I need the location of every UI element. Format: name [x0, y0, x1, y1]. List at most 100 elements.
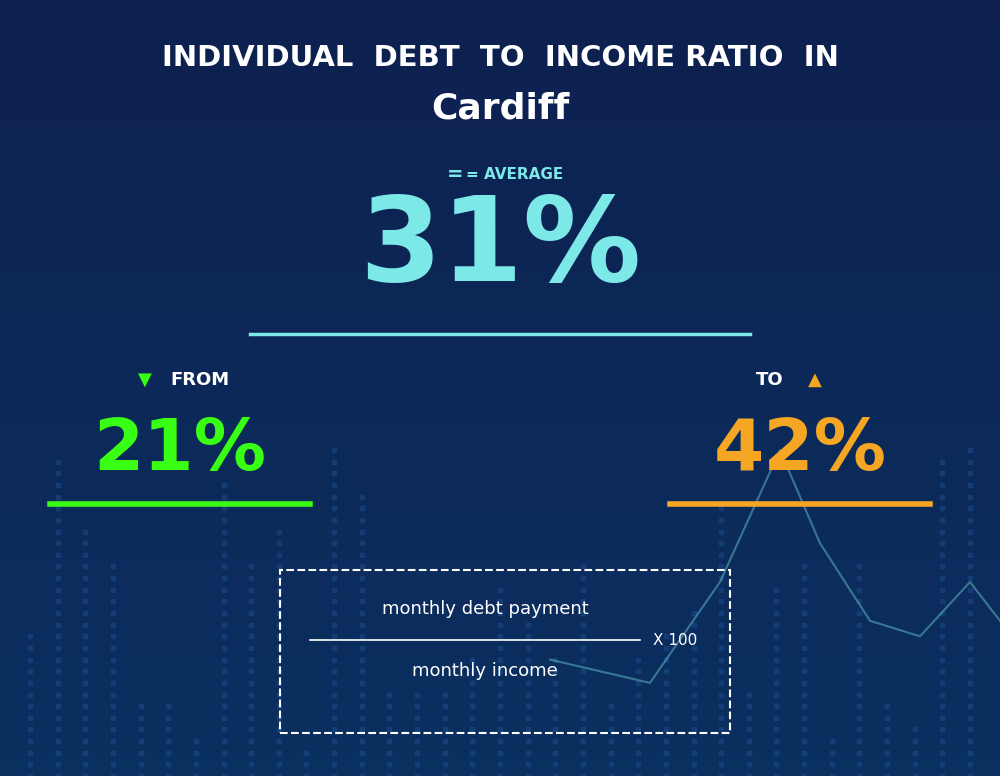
Bar: [0, 140, 1000, 147]
Bar: [0, 318, 1000, 326]
Bar: [0, 101, 1000, 109]
Bar: [0, 683, 1000, 691]
Bar: [0, 225, 1000, 233]
Bar: [0, 590, 1000, 598]
Text: X 100: X 100: [653, 632, 697, 648]
Text: FROM: FROM: [170, 371, 230, 390]
Bar: [0, 147, 1000, 155]
Bar: [0, 357, 1000, 365]
Bar: [0, 334, 1000, 341]
Bar: [0, 0, 1000, 8]
Text: =: =: [447, 165, 463, 184]
Text: ▼: ▼: [138, 371, 152, 390]
Bar: [0, 753, 1000, 760]
Text: 21%: 21%: [94, 416, 266, 484]
Bar: [0, 124, 1000, 132]
Text: ▲: ▲: [808, 371, 822, 390]
Bar: [0, 419, 1000, 427]
Bar: [0, 652, 1000, 660]
Bar: [0, 435, 1000, 442]
Bar: [0, 217, 1000, 225]
Bar: [0, 380, 1000, 388]
Bar: [0, 497, 1000, 504]
Bar: [0, 233, 1000, 241]
Bar: [0, 466, 1000, 473]
Bar: [0, 535, 1000, 543]
Bar: [0, 78, 1000, 85]
Bar: [0, 116, 1000, 124]
Bar: [0, 155, 1000, 163]
Bar: [0, 714, 1000, 722]
Bar: [0, 349, 1000, 357]
Text: 42%: 42%: [714, 416, 887, 484]
Bar: [0, 706, 1000, 714]
Bar: [0, 613, 1000, 621]
Text: TO: TO: [756, 371, 784, 390]
Bar: [0, 241, 1000, 248]
Bar: [0, 8, 1000, 16]
Bar: [0, 264, 1000, 272]
Bar: [0, 388, 1000, 396]
Bar: [0, 171, 1000, 178]
Bar: [0, 287, 1000, 295]
Bar: [0, 442, 1000, 450]
Bar: [0, 729, 1000, 737]
Bar: [0, 70, 1000, 78]
Bar: [0, 62, 1000, 70]
Bar: [0, 760, 1000, 768]
Bar: [0, 574, 1000, 582]
Text: INDIVIDUAL  DEBT  TO  INCOME RATIO  IN: INDIVIDUAL DEBT TO INCOME RATIO IN: [162, 44, 838, 72]
Bar: [0, 404, 1000, 411]
Bar: [0, 691, 1000, 698]
Bar: [0, 163, 1000, 171]
Bar: [0, 303, 1000, 310]
Text: = AVERAGE: = AVERAGE: [466, 167, 564, 182]
Bar: [0, 605, 1000, 613]
Bar: [0, 473, 1000, 481]
Bar: [0, 520, 1000, 528]
Text: monthly income: monthly income: [412, 662, 558, 681]
Bar: [0, 341, 1000, 349]
Bar: [0, 737, 1000, 745]
Bar: [0, 310, 1000, 318]
Bar: [0, 621, 1000, 629]
Bar: [0, 109, 1000, 116]
Bar: [0, 489, 1000, 497]
Bar: [0, 636, 1000, 644]
Bar: [0, 551, 1000, 559]
Text: monthly debt payment: monthly debt payment: [382, 600, 588, 618]
Bar: [0, 210, 1000, 217]
Bar: [0, 85, 1000, 93]
Bar: [0, 326, 1000, 334]
Bar: [0, 768, 1000, 776]
Bar: [0, 372, 1000, 380]
Bar: [0, 54, 1000, 62]
Bar: [0, 698, 1000, 706]
Bar: [0, 194, 1000, 202]
Bar: [0, 481, 1000, 489]
Bar: [0, 47, 1000, 54]
Bar: [0, 39, 1000, 47]
Text: Cardiff: Cardiff: [431, 92, 569, 126]
Bar: [0, 295, 1000, 303]
Bar: [0, 272, 1000, 279]
Bar: [0, 566, 1000, 574]
Bar: [0, 279, 1000, 287]
Bar: [0, 512, 1000, 520]
Bar: [0, 132, 1000, 140]
Bar: [0, 675, 1000, 683]
Bar: [0, 396, 1000, 404]
Bar: [0, 256, 1000, 264]
Bar: [0, 178, 1000, 186]
Bar: [0, 31, 1000, 39]
Bar: [0, 722, 1000, 729]
Bar: [0, 365, 1000, 372]
Text: 31%: 31%: [359, 191, 641, 306]
Bar: [0, 186, 1000, 194]
Bar: [0, 202, 1000, 210]
Bar: [0, 559, 1000, 566]
Bar: [0, 248, 1000, 256]
Bar: [0, 582, 1000, 590]
Bar: [0, 598, 1000, 605]
Bar: [0, 660, 1000, 667]
